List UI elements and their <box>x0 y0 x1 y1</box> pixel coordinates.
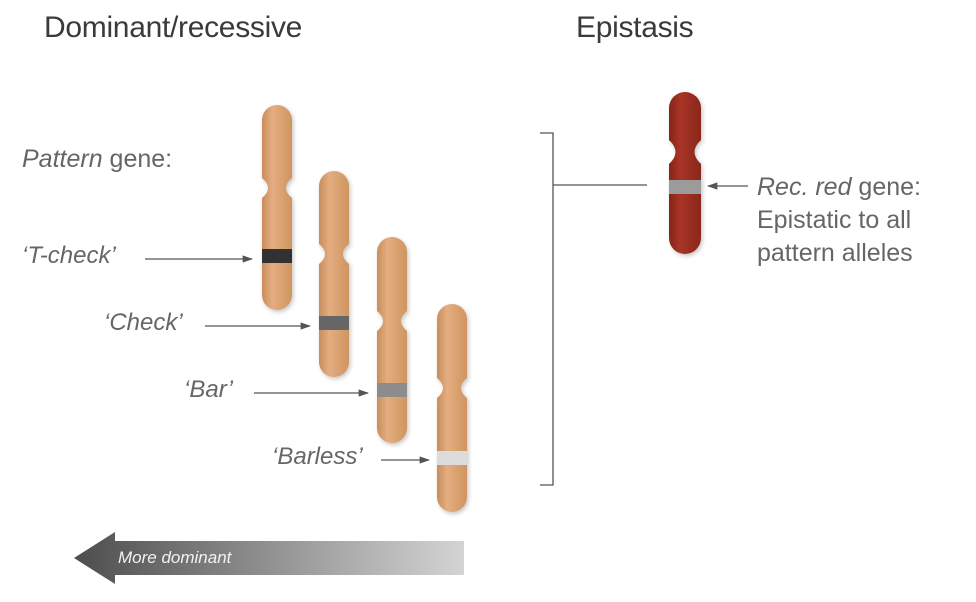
chromosome-body <box>319 171 349 377</box>
heading-dominant-recessive: Dominant/recessive <box>44 11 303 44</box>
rec-red-gene-label: Rec. red gene: <box>757 173 921 202</box>
allele-label-barless: ‘Barless’ <box>272 443 363 470</box>
allele-label-bar: ‘Bar’ <box>184 376 233 403</box>
more-dominant-label: More dominant <box>118 548 232 567</box>
chromosome-body <box>377 237 407 443</box>
chromosome-body <box>262 105 292 310</box>
chromosome-t-check <box>262 105 292 310</box>
pattern-gene-label: Pattern gene: <box>22 145 172 174</box>
rec-red-rest: gene: <box>851 173 921 201</box>
heading-epistasis: Epistasis <box>576 11 694 44</box>
allele-band-barless <box>437 451 467 465</box>
allele-band-rec-red <box>669 180 701 194</box>
pattern-gene-italic: Pattern <box>22 145 103 173</box>
allele-label-check: ‘Check’ <box>104 309 183 336</box>
more-dominant-arrow <box>74 532 464 584</box>
allele-label-t-check: ‘T-check’ <box>22 242 116 269</box>
allele-band-t-check <box>262 249 292 263</box>
epistasis-bracket <box>540 132 647 486</box>
allele-band-check <box>319 316 349 330</box>
rec-red-italic: Rec. red <box>757 173 852 201</box>
rec-red-note-line-3: pattern alleles <box>757 239 913 267</box>
pattern-gene-rest: gene: <box>102 145 173 173</box>
chromosome-barless <box>437 304 467 512</box>
rec-red-note-line-2: Epistatic to all <box>757 206 912 234</box>
chromosome-check <box>319 171 349 377</box>
chromosome-body <box>437 304 467 512</box>
chromosome-bar <box>377 237 407 443</box>
chromosome-body <box>669 92 701 254</box>
allele-band-bar <box>377 383 407 397</box>
chromosome-rec-red <box>669 92 701 254</box>
